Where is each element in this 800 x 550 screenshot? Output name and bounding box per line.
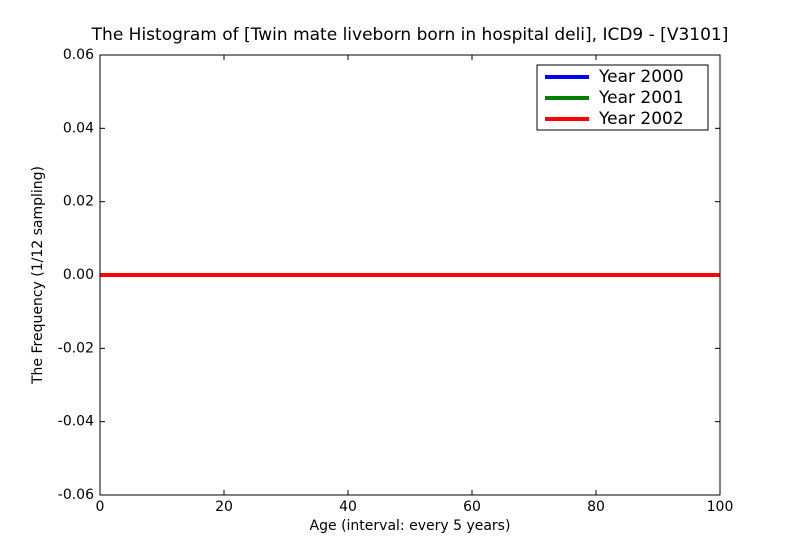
y-tick-label: 0.00 [63,267,94,283]
plot-frame [99,54,721,496]
y-tick-label: -0.02 [58,340,94,356]
legend-label: Year 2002 [598,109,684,129]
x-tick-label: 60 [463,499,481,515]
x-tick-label: 100 [707,499,734,515]
x-tick-label: 0 [96,499,105,515]
y-tick-label: -0.04 [58,414,94,430]
y-tick-label: 0.04 [63,120,94,136]
y-tick-label: 0.06 [63,47,94,63]
x-axis-label: Age (interval: every 5 years) [310,518,511,534]
y-tick-label: -0.06 [58,487,94,503]
x-tick-label: 40 [339,499,357,515]
y-axis-label: The Frequency (1/12 sampling) [30,166,46,385]
chart-title: The Histogram of [Twin mate liveborn bor… [91,25,729,45]
x-tick-label: 80 [587,499,605,515]
legend-label: Year 2001 [598,88,684,108]
y-tick-label: 0.02 [63,194,94,210]
legend-label: Year 2000 [598,67,684,87]
x-tick-label: 20 [215,499,233,515]
